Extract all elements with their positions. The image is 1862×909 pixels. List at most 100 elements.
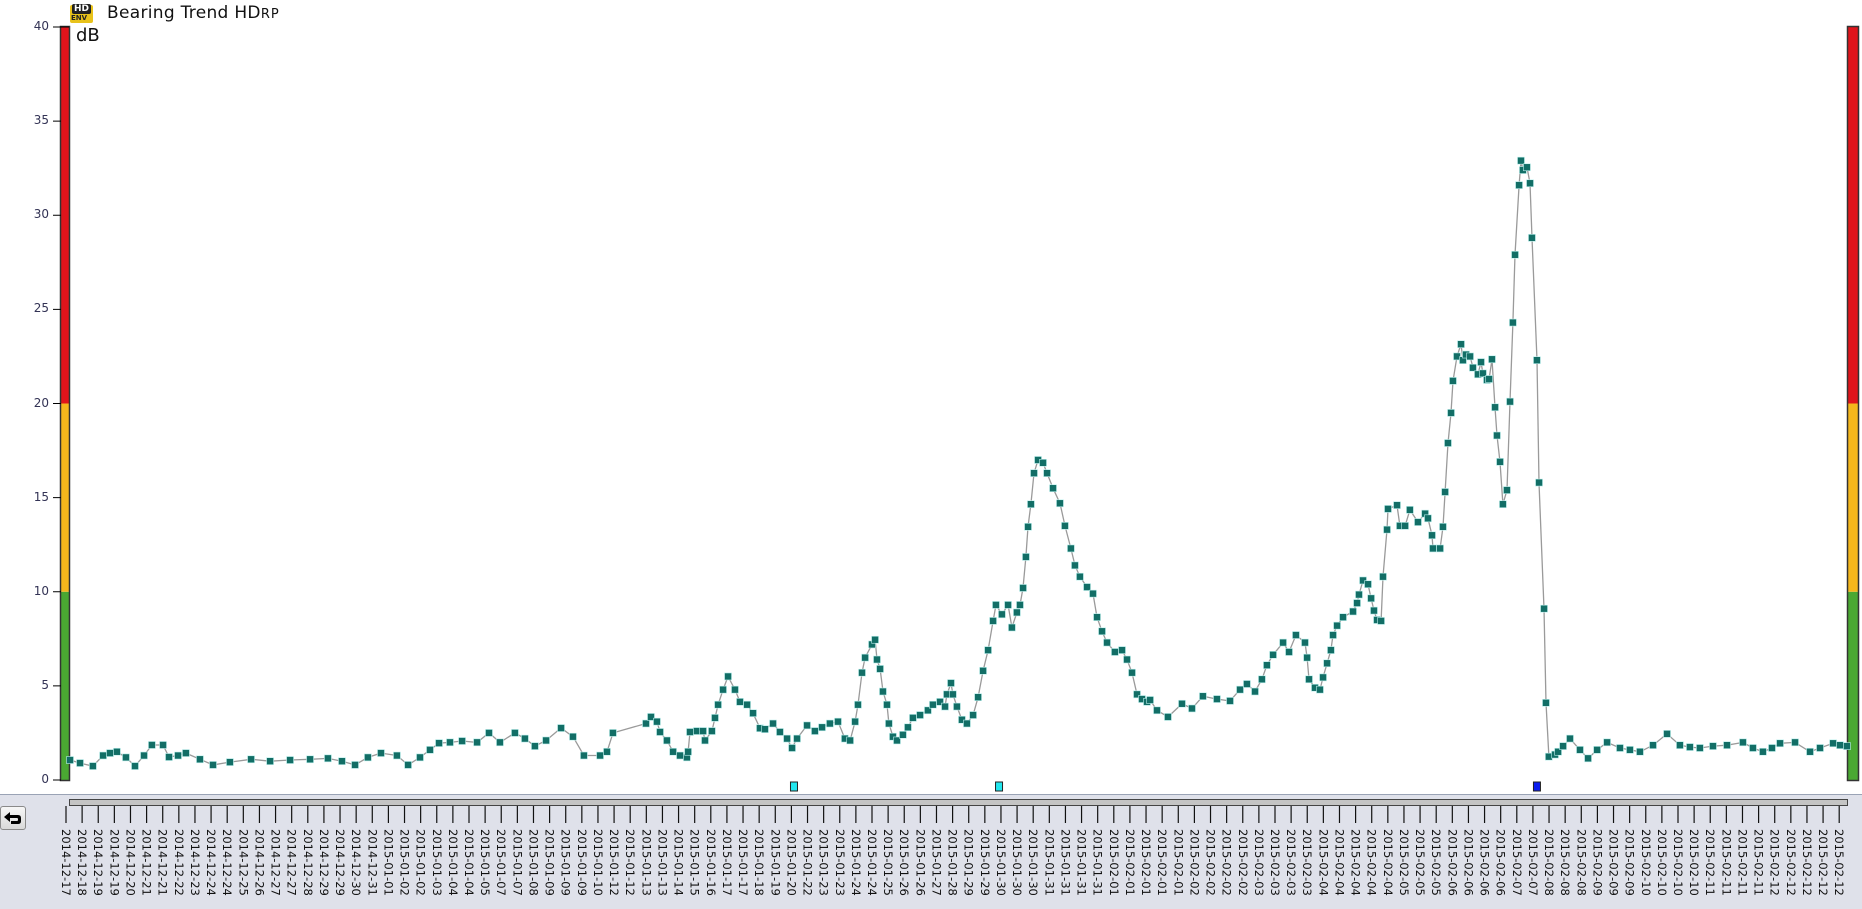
data-point xyxy=(858,668,866,677)
x-tick-label: 2015-02-07 xyxy=(1509,829,1524,896)
x-tick-label: 2015-01-31 xyxy=(1058,829,1073,896)
data-point xyxy=(788,744,796,752)
x-tick-label: 2014-12-28 xyxy=(300,829,315,896)
data-point xyxy=(1377,617,1385,625)
data-point xyxy=(521,734,529,743)
y-tick-label: 20 xyxy=(33,395,49,410)
x-tick-label: 2015-01-09 xyxy=(542,829,557,896)
data-point xyxy=(1616,744,1624,752)
data-point xyxy=(1213,695,1221,703)
data-point xyxy=(1008,623,1016,632)
data-point xyxy=(1449,377,1457,385)
data-point xyxy=(1540,604,1548,613)
x-tick-label: 2014-12-19 xyxy=(91,829,106,896)
data-point xyxy=(1263,661,1271,669)
data-point xyxy=(1039,458,1047,467)
data-point xyxy=(1428,531,1436,540)
data-point xyxy=(885,719,893,728)
data-point xyxy=(1511,250,1519,259)
data-point xyxy=(1649,741,1657,749)
data-point xyxy=(1226,697,1234,705)
data-point xyxy=(1323,659,1331,668)
data-point xyxy=(159,741,167,749)
data-point xyxy=(140,751,148,760)
y-tick-label: 25 xyxy=(33,301,49,316)
data-point xyxy=(1791,738,1799,747)
time-range-scrollbar[interactable] xyxy=(69,799,1848,806)
data-point xyxy=(1083,583,1091,591)
data-point xyxy=(989,617,997,625)
data-point xyxy=(324,754,332,763)
data-point xyxy=(1153,706,1161,715)
data-point xyxy=(1329,631,1337,639)
x-tick-label: 2015-01-26 xyxy=(897,829,912,896)
data-point xyxy=(1723,741,1731,749)
x-tick-label: 2015-02-02 xyxy=(1187,829,1202,896)
y-tick-label: 10 xyxy=(33,583,49,598)
x-tick-label: 2015-02-05 xyxy=(1429,829,1444,896)
data-point xyxy=(1098,627,1106,636)
back-button[interactable] xyxy=(0,806,26,830)
x-tick-label: 2015-01-02 xyxy=(397,829,412,896)
data-point xyxy=(131,762,139,770)
data-point xyxy=(1301,638,1309,647)
x-tick-label: 2015-01-23 xyxy=(816,829,831,896)
x-tick-label: 2014-12-24 xyxy=(220,829,235,896)
x-tick-label: 2015-01-07 xyxy=(494,829,509,896)
x-tick-label: 2015-01-30 xyxy=(1010,829,1025,896)
data-point xyxy=(916,711,924,719)
x-tick-label: 2015-01-18 xyxy=(752,829,767,896)
data-point xyxy=(1676,741,1684,749)
data-point xyxy=(876,665,884,673)
x-tick-label: 2014-12-21 xyxy=(155,829,170,896)
left-alarm-band-2 xyxy=(61,27,69,404)
data-point xyxy=(714,700,722,709)
right-alarm-bar-outline xyxy=(1846,25,1860,782)
data-point xyxy=(1370,606,1378,615)
data-point xyxy=(1843,742,1851,750)
x-tick-label: 2015-02-12 xyxy=(1767,829,1782,896)
event-marker xyxy=(789,781,798,792)
x-tick-label: 2015-01-17 xyxy=(736,829,751,896)
data-point xyxy=(182,749,190,757)
data-point xyxy=(974,693,982,701)
data-point xyxy=(1243,680,1251,688)
data-point xyxy=(458,737,466,745)
data-point xyxy=(1089,589,1097,598)
x-tick-label: 2015-02-06 xyxy=(1477,829,1492,896)
x-tick-label: 2014-12-29 xyxy=(333,829,348,896)
data-point xyxy=(393,751,401,760)
data-point xyxy=(1269,651,1277,659)
data-point xyxy=(1236,685,1244,694)
data-point xyxy=(496,738,504,747)
data-point xyxy=(306,755,314,764)
x-tick-label: 2015-01-31 xyxy=(1074,829,1089,896)
data-point xyxy=(904,723,912,732)
data-point xyxy=(818,723,826,732)
data-point xyxy=(1353,599,1361,607)
data-point xyxy=(1123,655,1131,664)
data-point xyxy=(1424,514,1432,523)
data-point xyxy=(1128,668,1136,677)
data-point xyxy=(511,729,519,737)
data-point xyxy=(684,747,692,756)
data-point xyxy=(603,747,611,756)
data-point xyxy=(1393,501,1401,509)
data-point xyxy=(1019,584,1027,592)
data-point xyxy=(569,732,577,741)
data-point xyxy=(1303,653,1311,662)
x-tick-label: 2015-01-10 xyxy=(590,829,605,896)
x-tick-label: 2015-02-03 xyxy=(1268,829,1282,896)
data-point xyxy=(1076,572,1084,581)
data-point xyxy=(1178,699,1186,708)
data-point xyxy=(1364,580,1372,589)
data-point xyxy=(1305,675,1313,684)
data-point xyxy=(338,757,346,765)
data-point xyxy=(924,706,932,715)
y-tick-label: 30 xyxy=(33,207,49,222)
data-point xyxy=(1188,704,1196,713)
data-point xyxy=(446,738,454,747)
x-tick-label: 2015-01-12 xyxy=(623,829,638,896)
data-point xyxy=(174,751,182,760)
x-tick-label: 2015-01-08 xyxy=(526,829,541,896)
